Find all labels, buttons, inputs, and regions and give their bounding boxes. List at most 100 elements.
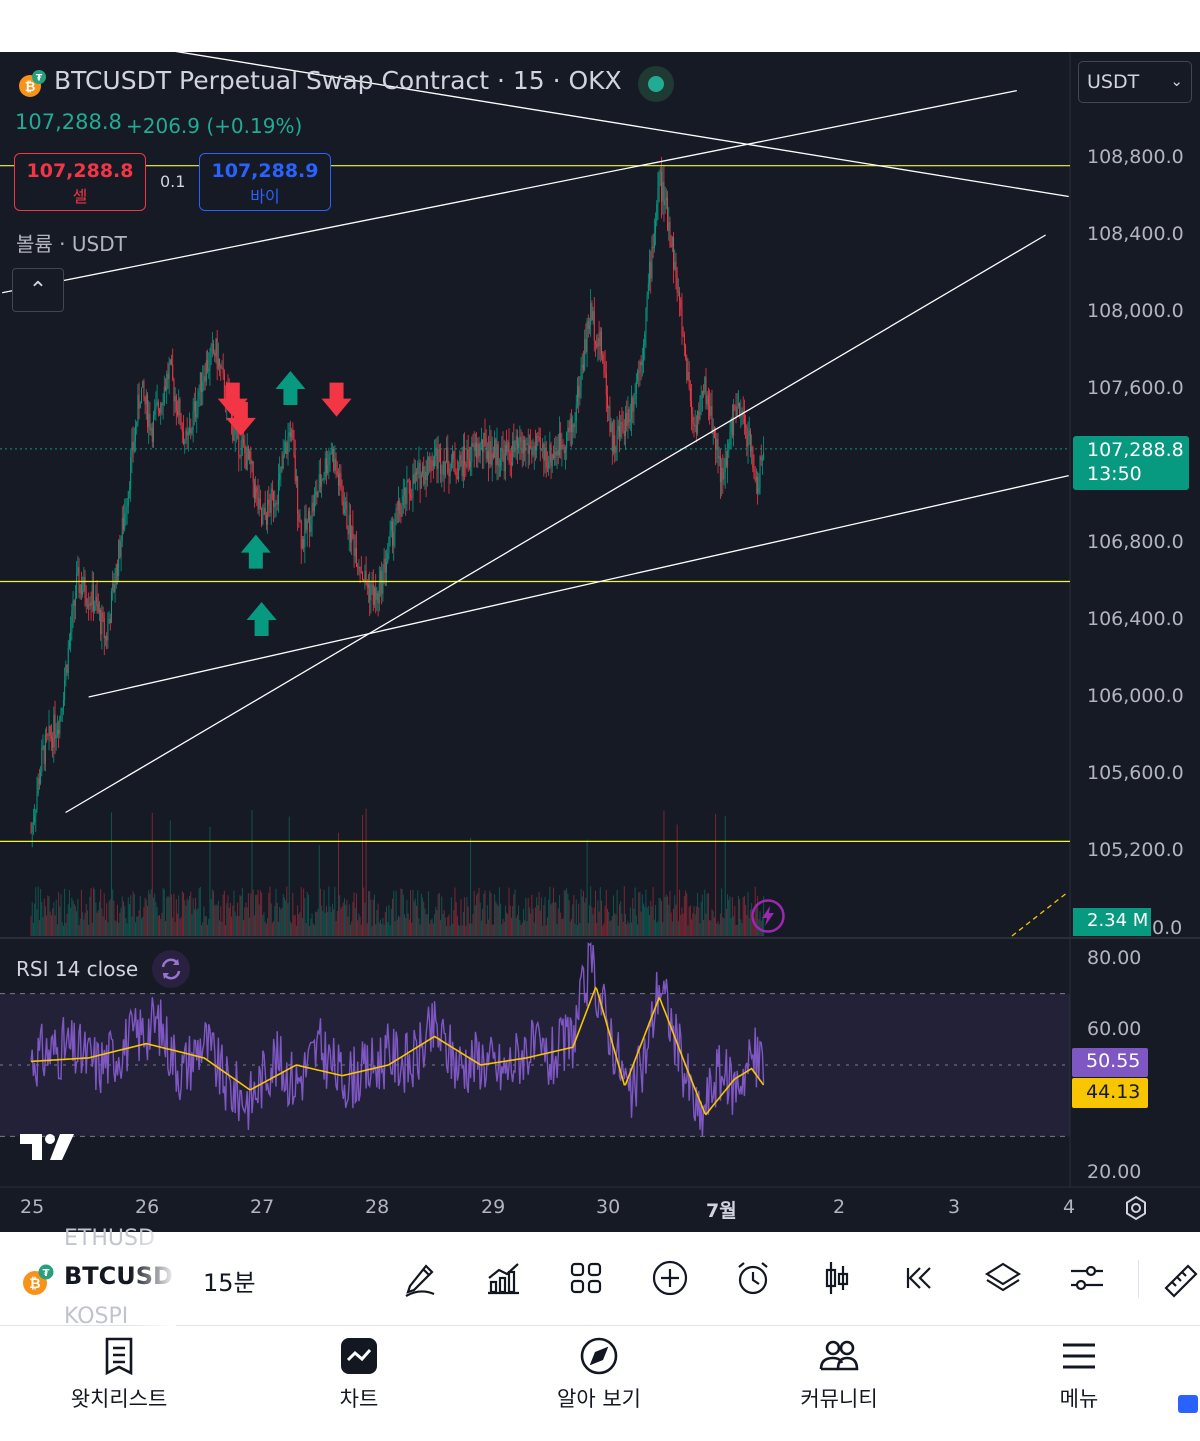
volume-bar: [479, 902, 481, 936]
candle-body: [378, 582, 380, 604]
collapse-legend-button[interactable]: ⌃: [12, 268, 64, 312]
volume-bar: [98, 901, 100, 936]
chart-area[interactable]: ₿ ₮ BTCUSDT Perpetual Swap Contract · 15…: [0, 52, 1200, 1232]
candle-body: [32, 822, 34, 824]
volume-bar: [220, 906, 222, 936]
flash-icon[interactable]: [750, 898, 786, 934]
candle-body: [444, 462, 446, 476]
sync-icon[interactable]: [152, 950, 190, 988]
candle-body: [291, 429, 293, 438]
candle-body: [718, 456, 720, 459]
volume-bar: [393, 890, 395, 936]
candle-body: [287, 435, 289, 455]
candle-body: [522, 439, 524, 454]
candle-body: [671, 237, 673, 247]
nav-community[interactable]: 커뮤니티: [759, 1335, 919, 1413]
candle-body: [205, 360, 207, 382]
candle-body: [407, 480, 409, 483]
ruler-icon[interactable]: [1162, 1258, 1200, 1298]
candle-body: [652, 246, 654, 249]
volume-bar: [334, 886, 336, 936]
nav-explore[interactable]: 알아 보기: [519, 1335, 679, 1413]
candle-body: [590, 303, 592, 326]
candle-body: [729, 432, 731, 444]
candle-body: [197, 398, 199, 415]
gear-icon[interactable]: [1122, 1194, 1150, 1222]
candle-body: [104, 636, 106, 639]
nav-watchlist[interactable]: 왓치리스트: [39, 1335, 199, 1413]
symbol-title[interactable]: BTCUSDT Perpetual Swap Contract · 15 · O…: [54, 66, 622, 95]
candle-type-icon[interactable]: [817, 1258, 857, 1298]
rsi-legend[interactable]: RSI 14 close: [16, 957, 139, 981]
candle-body: [546, 467, 548, 469]
candle-body: [250, 451, 252, 465]
candle-body: [181, 429, 183, 432]
nav-chart[interactable]: 차트: [279, 1335, 439, 1413]
buy-button[interactable]: 107,288.9 바이: [199, 153, 331, 211]
rsi-ma-value-tag: 44.13: [1072, 1078, 1148, 1108]
candle-body: [108, 618, 110, 624]
volume-bar: [132, 891, 134, 936]
volume-bar: [460, 899, 462, 936]
volume-bar: [634, 887, 636, 936]
candle-body: [700, 395, 702, 399]
candle-body: [84, 576, 86, 599]
volume-bar: [728, 899, 730, 936]
volume-bar: [572, 904, 574, 936]
volume-bar: [122, 901, 124, 936]
volume-bar: [675, 904, 677, 936]
volume-bar: [85, 903, 87, 936]
volume-bar: [671, 921, 673, 936]
candle-body: [627, 409, 629, 426]
date-tick: 26: [135, 1196, 160, 1218]
candle-body: [184, 440, 186, 444]
settings-sliders-icon[interactable]: [1067, 1258, 1107, 1298]
candle-body: [406, 480, 408, 504]
rsi-value-tag: 50.55: [1072, 1048, 1148, 1077]
add-icon[interactable]: [650, 1258, 690, 1298]
candle-body: [209, 352, 211, 369]
nav-menu[interactable]: 메뉴: [999, 1335, 1159, 1413]
candle-body: [298, 513, 300, 521]
candle-body: [196, 414, 198, 417]
volume-bar: [223, 890, 225, 936]
draw-icon[interactable]: [400, 1258, 440, 1298]
candle-body: [542, 443, 544, 449]
candle-body: [697, 411, 699, 434]
volume-bar: [239, 895, 241, 936]
layout-icon[interactable]: [566, 1258, 606, 1298]
candle-body: [271, 488, 273, 492]
replay-icon[interactable]: [900, 1258, 940, 1298]
layers-icon[interactable]: [983, 1258, 1023, 1298]
candle-body: [52, 738, 54, 748]
candle-body: [677, 291, 679, 293]
candle-body: [662, 181, 664, 202]
sell-button[interactable]: 107,288.8 셀: [14, 153, 146, 211]
price-tick: 108,000.0: [1087, 300, 1184, 322]
currency-select[interactable]: USDT ⌄: [1078, 61, 1192, 103]
indicators-icon[interactable]: [483, 1258, 523, 1298]
candle-body: [580, 367, 582, 387]
sell-signal-arrow: [217, 382, 248, 417]
candle-body: [221, 367, 223, 369]
volume-legend[interactable]: 볼륨 · USDT: [16, 232, 127, 256]
volume-bar: [560, 912, 562, 936]
candle-body: [95, 596, 97, 607]
chart-canvas[interactable]: [0, 52, 1200, 1232]
alert-icon[interactable]: [733, 1258, 773, 1298]
candle-body: [48, 725, 50, 736]
interval-button[interactable]: 15분: [203, 1269, 256, 1297]
candle-body: [413, 474, 415, 484]
volume-bar: [96, 912, 98, 936]
volume-bar: [670, 912, 672, 936]
volume-bar: [293, 915, 295, 936]
candle-body: [259, 498, 261, 508]
volume-bar: [301, 917, 303, 936]
candle-body: [86, 605, 88, 607]
volume-bar: [743, 896, 745, 936]
volume-bar: [221, 921, 223, 936]
candle-body: [513, 440, 515, 452]
candle-body: [653, 233, 655, 249]
candle-body: [195, 401, 197, 417]
volume-bar: [576, 925, 578, 936]
